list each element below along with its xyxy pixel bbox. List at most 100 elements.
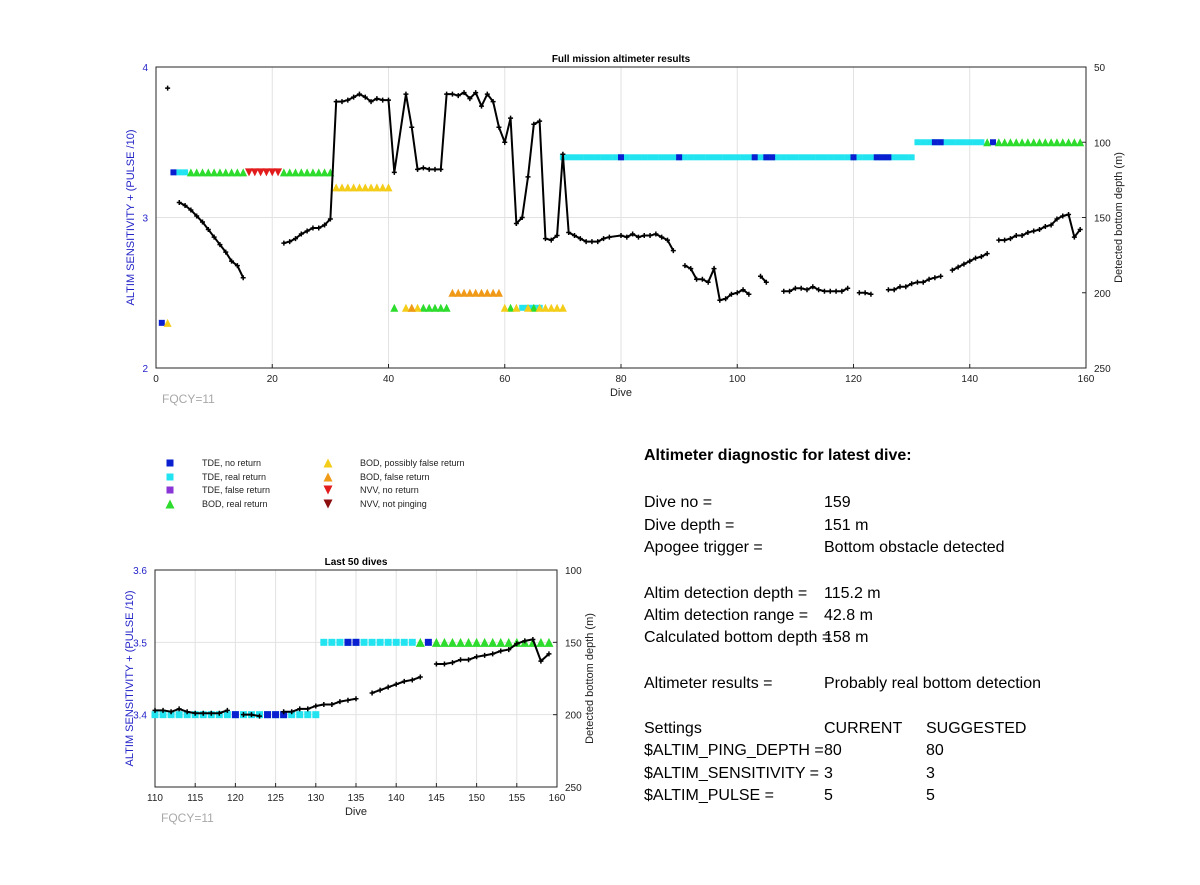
tde-marker: [170, 169, 177, 176]
depth-point: [184, 709, 190, 715]
tde-marker: [400, 638, 408, 646]
depth-point: [484, 91, 490, 97]
depth-point: [240, 712, 246, 718]
depth-point: [531, 121, 537, 127]
tde-marker: [804, 154, 810, 161]
depth-point: [961, 261, 967, 267]
depth-point: [444, 91, 450, 97]
tde-marker: [728, 154, 735, 161]
diag-row-altim-detection-depth: Altim detection depth = 115.2 m: [644, 585, 1144, 603]
y-left-tick-label: 3.4: [133, 711, 147, 722]
depth-point: [566, 230, 572, 236]
bod-marker: [279, 168, 288, 177]
bod-marker: [447, 637, 457, 647]
tde-marker: [751, 154, 758, 161]
depth-point: [723, 296, 729, 302]
bod-marker: [553, 303, 562, 312]
tde-marker: [681, 154, 688, 161]
depth-point: [321, 702, 327, 708]
depth-point: [856, 290, 862, 296]
x-tick-label: 0: [153, 374, 159, 385]
bod-marker: [355, 183, 364, 192]
x-axis-label: Dive: [345, 806, 367, 818]
tde-marker: [891, 154, 898, 161]
tde-marker: [352, 638, 360, 646]
tde-marker: [833, 154, 840, 161]
depth-point: [217, 242, 223, 248]
y-right-tick-label: 100: [1094, 138, 1111, 149]
nvv-marker: [250, 168, 259, 177]
setting-current: 5: [824, 787, 833, 804]
depth-point: [176, 706, 182, 712]
depth-point: [601, 236, 607, 242]
depth-point: [635, 234, 641, 240]
depth-point: [1048, 222, 1054, 228]
bod-marker: [361, 183, 370, 192]
depth-point: [496, 124, 502, 130]
depth-point: [194, 213, 200, 219]
fqcy-annotation: FQCY=11: [162, 392, 215, 406]
depth-point: [165, 85, 171, 91]
y-right-tick-label: 150: [565, 638, 582, 649]
depth-point: [513, 221, 519, 227]
depth-line: [178, 201, 245, 279]
setting-suggested: 80: [926, 742, 944, 759]
bod-marker: [504, 637, 514, 647]
depth-point: [1071, 234, 1077, 240]
setting-current: 80: [824, 742, 842, 759]
depth-series: [165, 85, 1083, 303]
tde-marker: [167, 711, 175, 719]
bod-marker: [285, 168, 294, 177]
tde-marker: [780, 154, 787, 161]
depth-point: [1054, 216, 1060, 222]
bod-marker: [343, 183, 352, 192]
bod-marker: [471, 288, 480, 297]
tde-marker: [183, 711, 191, 719]
tde-marker: [565, 154, 572, 161]
tde-marker: [827, 154, 834, 161]
setting-suggested: 5: [926, 787, 935, 804]
diag-label: Altim detection depth =: [644, 585, 808, 602]
tde-marker: [902, 154, 909, 161]
depth-point: [368, 99, 374, 105]
bod-marker: [323, 458, 333, 468]
depth-point: [401, 678, 407, 684]
depth-point: [458, 657, 464, 663]
bod-marker: [297, 168, 306, 177]
bod-marker: [210, 168, 219, 177]
setting-label: $ALTIM_PULSE =: [644, 787, 774, 804]
legend-label: TDE, no return: [202, 458, 261, 468]
bod-marker: [314, 168, 323, 177]
depth-point: [188, 207, 194, 213]
tde-marker: [158, 319, 165, 326]
setting-row-sensitivity: $ALTIM_SENSITIVITY = 3 3: [644, 765, 1144, 783]
depth-point: [377, 687, 383, 693]
tde-marker: [408, 638, 416, 646]
tde-marker: [360, 638, 368, 646]
bod-marker: [442, 303, 451, 312]
depth-point: [1042, 224, 1048, 230]
tde-marker: [763, 154, 770, 161]
x-tick-label: 160: [1078, 374, 1095, 385]
depth-point: [281, 709, 287, 715]
nvv-marker: [268, 168, 277, 177]
diag-value: Probably real bottom detection: [824, 675, 1042, 692]
tde-marker: [583, 154, 590, 161]
nvv-marker: [323, 485, 333, 495]
x-tick-label: 80: [615, 374, 627, 385]
depth-point: [781, 288, 787, 294]
bod-marker: [1000, 138, 1009, 147]
tde-marker: [908, 154, 915, 161]
tde-marker: [920, 139, 927, 146]
depth-point: [211, 234, 217, 240]
x-tick-label: 110: [147, 793, 163, 804]
settings-header-label: Settings: [644, 720, 702, 737]
depth-point: [670, 248, 676, 254]
tde-marker: [312, 711, 320, 719]
tde-marker: [879, 154, 886, 161]
depth-point: [810, 284, 816, 290]
depth-point: [653, 231, 659, 237]
depth-point: [293, 236, 298, 242]
tde-marker: [978, 139, 985, 146]
y-right-tick-label: 150: [1094, 214, 1111, 225]
